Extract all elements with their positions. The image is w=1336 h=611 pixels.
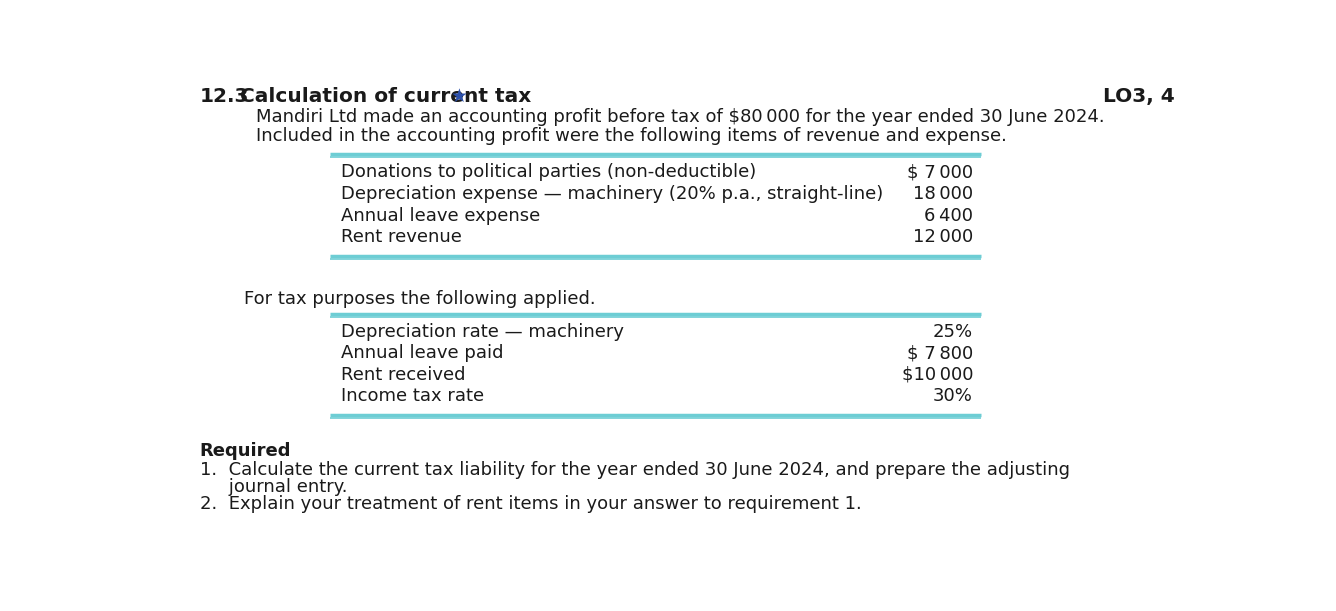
Text: Rent revenue: Rent revenue [342, 228, 462, 246]
Text: $ 7 000: $ 7 000 [907, 163, 973, 181]
Text: $ 7 800: $ 7 800 [907, 345, 973, 362]
Text: 12.3: 12.3 [199, 87, 248, 106]
Text: journal entry.: journal entry. [199, 478, 347, 496]
Text: 1.  Calculate the current tax liability for the year ended 30 June 2024, and pre: 1. Calculate the current tax liability f… [199, 461, 1070, 478]
Text: 18 000: 18 000 [912, 185, 973, 203]
Text: Rent received: Rent received [342, 366, 466, 384]
Text: Depreciation rate — machinery: Depreciation rate — machinery [342, 323, 624, 341]
Text: Calculation of current tax: Calculation of current tax [240, 87, 532, 106]
Text: LO3, 4: LO3, 4 [1102, 87, 1174, 106]
Text: For tax purposes the following applied.: For tax purposes the following applied. [244, 290, 596, 309]
Text: Annual leave paid: Annual leave paid [342, 345, 504, 362]
Text: 25%: 25% [933, 323, 973, 341]
Text: 6 400: 6 400 [925, 207, 973, 224]
Text: Required: Required [199, 442, 291, 460]
Text: Income tax rate: Income tax rate [342, 387, 485, 406]
Text: Depreciation expense — machinery (20% p.a., straight-line): Depreciation expense — machinery (20% p.… [342, 185, 883, 203]
Text: 2.  Explain your treatment of rent items in your answer to requirement 1.: 2. Explain your treatment of rent items … [199, 494, 862, 513]
Text: Donations to political parties (non-deductible): Donations to political parties (non-dedu… [342, 163, 756, 181]
Text: Included in the accounting profit were the following items of revenue and expens: Included in the accounting profit were t… [257, 127, 1007, 145]
Text: 30%: 30% [933, 387, 973, 406]
Text: ★: ★ [450, 87, 468, 106]
Text: 12 000: 12 000 [912, 228, 973, 246]
Text: Annual leave expense: Annual leave expense [342, 207, 541, 224]
Text: $10 000: $10 000 [902, 366, 973, 384]
Text: Mandiri Ltd made an accounting profit before tax of $80 000 for the year ended 3: Mandiri Ltd made an accounting profit be… [257, 108, 1105, 126]
